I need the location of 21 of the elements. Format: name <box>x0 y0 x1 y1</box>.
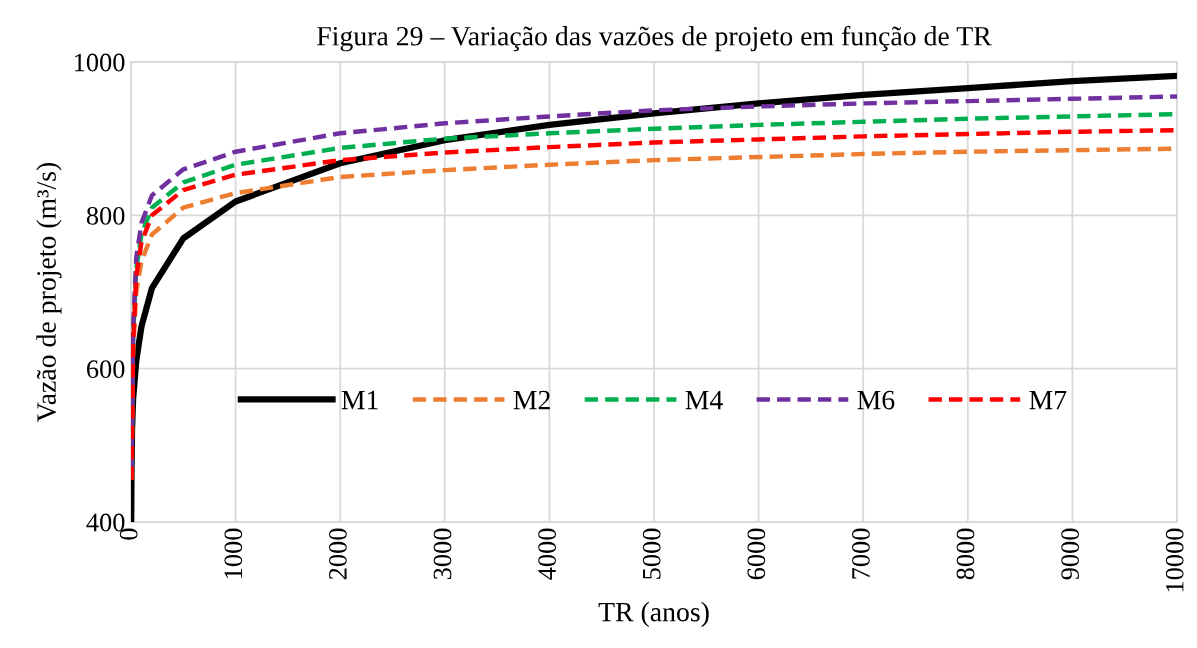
x-axis-title: TR (anos) <box>598 601 709 628</box>
x-tick-label: 10000 <box>1165 528 1184 592</box>
x-tick-label: 1000 <box>224 528 243 579</box>
legend-label: M7 <box>1029 390 1067 410</box>
y-tick-label: 1000 <box>74 53 125 72</box>
y-axis-title: Vazão de projeto (m³/s) <box>36 162 62 422</box>
legend-label: M2 <box>513 390 550 410</box>
x-tick-label: 7000 <box>852 528 870 579</box>
x-tick-label: 9000 <box>1061 528 1080 580</box>
y-tick-label: 800 <box>86 206 125 225</box>
legend-label: M6 <box>857 390 895 410</box>
x-tick-label: 4000 <box>538 528 557 580</box>
x-tick-label: 5000 <box>642 528 661 579</box>
y-tick-label: 600 <box>87 360 125 379</box>
x-tick-label: 3000 <box>433 528 452 580</box>
x-tick-label: 6000 <box>747 528 766 580</box>
legend-label: M1 <box>341 390 378 410</box>
legend-label: M4 <box>685 390 723 410</box>
x-tick-label: 8000 <box>956 528 975 580</box>
x-tick-label: 2000 <box>329 528 347 580</box>
chart-title: Figura 29 – Variação das vazões de projeto em função de TR <box>317 25 992 52</box>
